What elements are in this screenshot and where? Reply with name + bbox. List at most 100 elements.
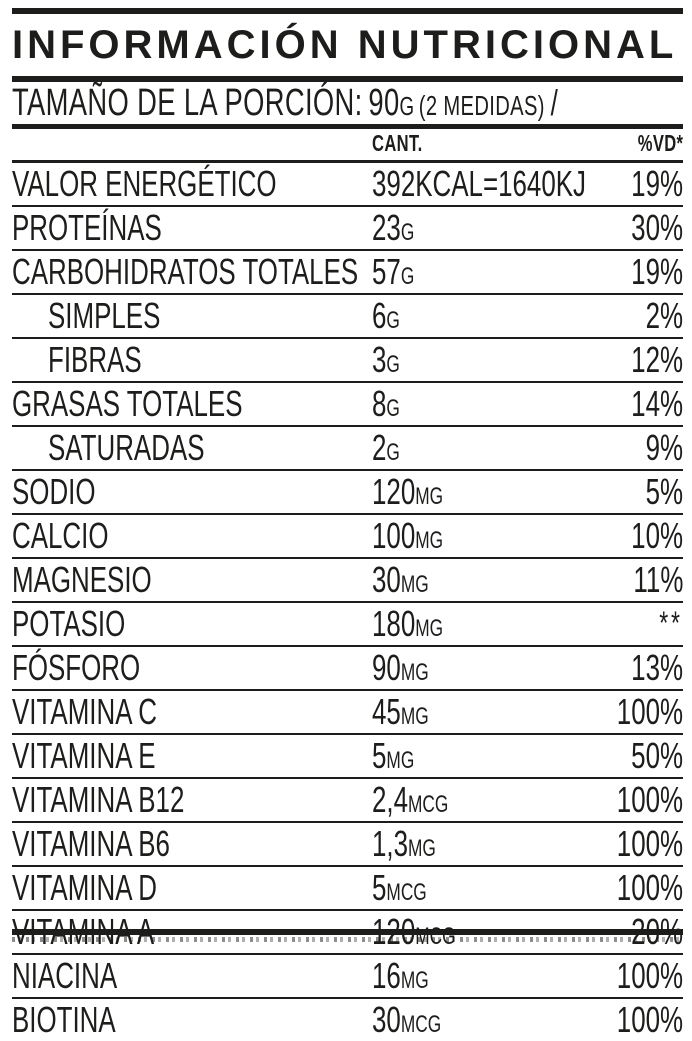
nutrient-amount-text: 5MG xyxy=(372,735,414,777)
nutrient-unit: MG xyxy=(400,967,429,994)
nutrient-daily-value-cell: 19% xyxy=(585,251,683,293)
nutrient-daily-value: 2% xyxy=(645,295,683,336)
nutrient-amount-cell: 180MG xyxy=(372,603,585,645)
table-row: SIMPLES 6G 2% xyxy=(12,295,683,339)
table-row: VALOR ENERGÉTICO 392KCAL=1640KJ 19% xyxy=(12,163,683,207)
nutrient-name: SIMPLES xyxy=(48,295,161,336)
nutrient-amount-cell: 3G xyxy=(372,339,585,381)
nutrient-amount: 120 xyxy=(372,911,416,952)
nutrient-daily-value: 19% xyxy=(631,251,683,292)
nutrient-amount: 3 xyxy=(372,339,387,380)
nutrient-amount: 120 xyxy=(372,471,416,512)
nutrient-amount-text: 57G xyxy=(372,251,414,293)
nutrient-name: CALCIO xyxy=(12,515,109,556)
nutrient-daily-value: 19% xyxy=(631,163,683,204)
nutrient-daily-value-cell: 100% xyxy=(585,823,683,865)
table-row: NIACINA 16MG 100% xyxy=(12,955,683,999)
nutrient-daily-value-cell: 30% xyxy=(585,207,683,249)
nutrient-amount: 16 xyxy=(372,955,401,996)
nutrient-amount-text: 8G xyxy=(372,383,400,425)
header-daily-value-cell: %VD* xyxy=(585,130,683,157)
serving-rule xyxy=(12,124,683,129)
nutrient-amount-text: 392KCAL=1640KJ xyxy=(372,163,586,205)
nutrient-name-cell: CARBOHIDRATOS TOTALES xyxy=(12,251,372,293)
nutrient-daily-value: 100% xyxy=(616,691,683,732)
nutrient-amount: 30 xyxy=(372,999,401,1040)
nutrient-name-cell: PROTEÍNAS xyxy=(12,207,372,249)
table-row: VITAMINA E 5MG 50% xyxy=(12,735,683,779)
nutrient-amount-cell: 30MCG xyxy=(372,999,585,1041)
page-title: INFORMACIÓN NUTRICIONAL xyxy=(12,23,678,67)
nutrient-daily-value: 14% xyxy=(631,383,683,424)
nutrient-unit: MG xyxy=(400,703,429,730)
nutrient-daily-value: 100% xyxy=(616,779,683,820)
nutrient-name: BIOTINA xyxy=(12,999,116,1040)
nutrient-amount-text: 2G xyxy=(372,427,400,469)
nutrient-amount-text: 6G xyxy=(372,295,400,337)
nutrient-daily-value: 11% xyxy=(633,559,683,600)
nutrient-daily-value: 100% xyxy=(616,955,683,996)
nutrient-daily-value: 13% xyxy=(631,647,683,688)
nutrient-daily-value: 5% xyxy=(645,471,683,512)
nutrient-name: FÓSFORO xyxy=(12,647,141,688)
nutrient-amount-text: 120MCG xyxy=(372,911,456,953)
nutrient-daily-value: 10% xyxy=(631,515,683,556)
nutrient-name-cell: FÓSFORO xyxy=(12,647,372,689)
nutrient-daily-value-cell: 100% xyxy=(585,955,683,997)
nutrient-daily-value-cell: 100% xyxy=(585,867,683,909)
nutrient-amount-text: 2,4MCG xyxy=(372,779,448,821)
table-row: CALCIO 100MG 10% xyxy=(12,515,683,559)
nutrient-daily-value-cell: 10% xyxy=(585,515,683,557)
nutrient-name: CARBOHIDRATOS TOTALES xyxy=(12,251,359,292)
nutrient-unit: MG xyxy=(415,527,444,554)
nutrient-name-cell: MAGNESIO xyxy=(12,559,372,601)
nutrient-name: VITAMINA E xyxy=(12,735,156,776)
nutrient-daily-value-cell: 50% xyxy=(585,735,683,777)
table-row: POTASIO 180MG ** xyxy=(12,603,683,647)
nutrient-amount-cell: 2,4MCG xyxy=(372,779,585,821)
nutrient-daily-value: 50% xyxy=(631,735,683,776)
nutrient-unit: G xyxy=(400,263,415,290)
table-row: MAGNESIO 30MG 11% xyxy=(12,559,683,603)
nutrient-amount-text: 5MCG xyxy=(372,867,427,909)
nutrient-amount-text: 3G xyxy=(372,339,400,381)
title-rule xyxy=(12,76,683,82)
nutrient-amount-text: 30MG xyxy=(372,559,429,601)
serving-slash: / xyxy=(550,81,559,123)
nutrient-name-cell: BIOTINA xyxy=(12,999,372,1041)
table-row: VITAMINA C 45MG 100% xyxy=(12,691,683,735)
nutrient-name-cell: CALCIO xyxy=(12,515,372,557)
nutrient-amount-cell: 90MG xyxy=(372,647,585,689)
nutrient-amount-text: 100MG xyxy=(372,515,443,557)
nutrient-daily-value: 30% xyxy=(631,207,683,248)
nutrient-amount: 90 xyxy=(372,647,401,688)
nutrient-daily-value-cell: 9% xyxy=(585,427,683,469)
nutrient-amount-text: 1,3MG xyxy=(372,823,436,865)
top-rule xyxy=(12,8,683,14)
table-header-row: CANT. %VD* xyxy=(12,129,683,163)
serving-size-text: TAMAÑO DE LA PORCIÓN: 90G (2 MEDIDAS) / xyxy=(12,82,558,125)
nutrient-amount: 2 xyxy=(372,427,387,468)
nutrient-unit: MCG xyxy=(386,879,427,906)
nutrient-amount: 6 xyxy=(372,295,387,336)
nutrient-name: VITAMINA A xyxy=(12,911,155,952)
nutrient-daily-value: 100% xyxy=(616,867,683,908)
nutrient-name: MAGNESIO xyxy=(12,559,152,600)
nutrient-amount-cell: 8G xyxy=(372,383,585,425)
nutrient-amount-cell: 6G xyxy=(372,295,585,337)
nutrition-table-body: VALOR ENERGÉTICO 392KCAL=1640KJ 19% PROT… xyxy=(12,163,683,1040)
table-row: FÓSFORO 90MG 13% xyxy=(12,647,683,691)
nutrient-name-cell: VALOR ENERGÉTICO xyxy=(12,163,372,205)
nutrient-daily-value-cell: 19% xyxy=(585,163,683,205)
nutrient-unit: MG xyxy=(408,835,436,862)
nutrient-name-cell: SATURADAS xyxy=(12,427,372,469)
nutrient-name: VITAMINA D xyxy=(12,867,157,908)
nutrient-name-cell: NIACINA xyxy=(12,955,372,997)
nutrient-name: VITAMINA B6 xyxy=(12,823,170,864)
nutrient-name-cell: POTASIO xyxy=(12,603,372,645)
nutrient-amount: 5 xyxy=(372,735,387,776)
nutrient-name: NIACINA xyxy=(12,955,118,996)
nutrient-daily-value-cell: 12% xyxy=(585,339,683,381)
table-row: FIBRAS 3G 12% xyxy=(12,339,683,383)
nutrient-amount-text: 180MG xyxy=(372,603,443,645)
